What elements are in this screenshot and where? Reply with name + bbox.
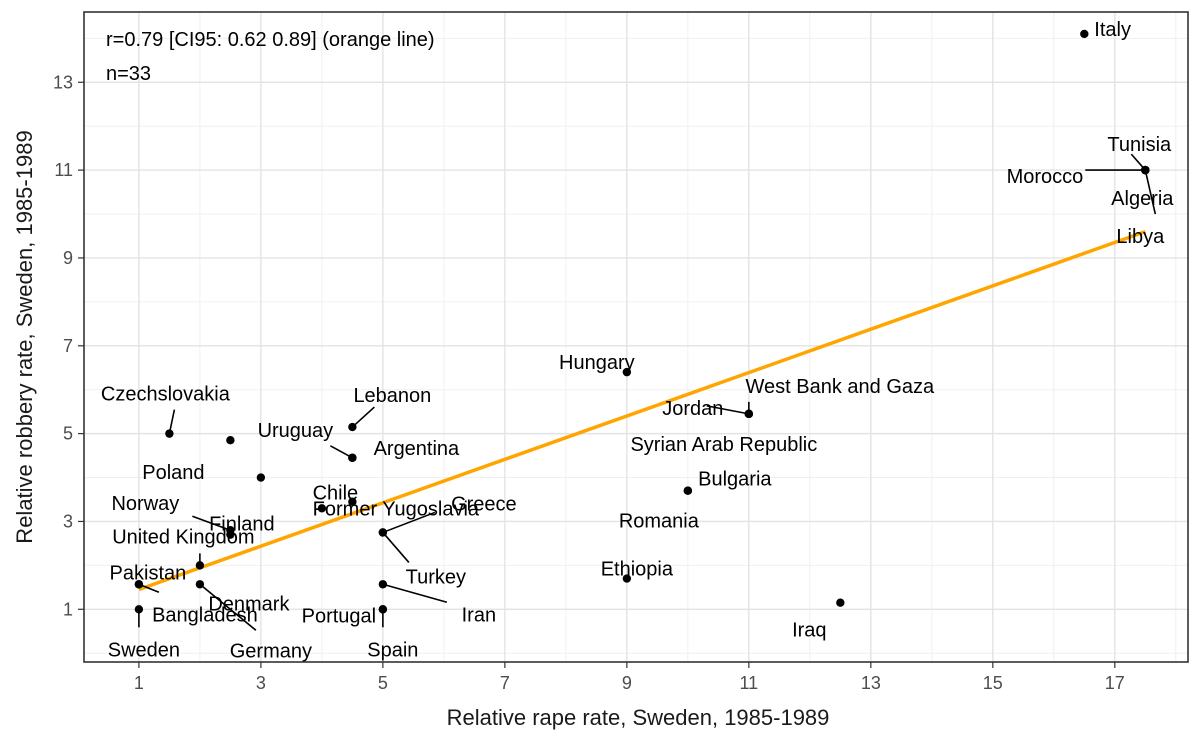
leader-line-iran [382,583,448,604]
point-label-portugal: Portugal [302,605,377,627]
point-label-uruguay: Uruguay [258,420,334,442]
point-label-argentina: Argentina [374,438,460,460]
point-label-poland: Poland [142,462,204,484]
point-former-yugoslavia [317,504,327,513]
leader-line-libya [1144,169,1157,215]
point-ethiopia [622,574,632,583]
annotation-2: n=33 [106,63,151,85]
point-label-denmark: Denmark [208,593,290,615]
x-axis-title: Relative rape rate, Sweden, 1985-1989 [447,705,830,730]
point-label-sweden: Sweden [108,639,180,661]
point-label-turkey: Turkey [406,566,466,588]
x-tick-label: 17 [1105,673,1125,693]
point-label-pakistan: Pakistan [110,562,187,584]
point-united-kingdom [226,530,235,539]
y-tick-label: 3 [63,511,73,531]
point-label-west-bank-and-gaza: West Bank and Gaza [746,376,936,398]
leader-line-greece [382,511,436,534]
point-label-united-kingdom: United Kingdom [112,527,254,549]
point-label-italy: Italy [1094,19,1131,41]
point-label-lebanon: Lebanon [353,385,431,407]
point-poland [226,436,235,445]
point-romania [683,486,693,495]
annotation-1: r=0.79 [CI95: 0.62 0.89] (orange line) [106,29,435,51]
y-tick-label: 11 [54,160,73,180]
point-label-bulgaria: Bulgaria [698,469,772,491]
point-denmark [195,561,205,570]
y-tick-label: 13 [53,72,73,92]
leader-line-lebanon [351,406,375,428]
point-label-czechslovakia: Czechslovakia [101,384,231,406]
regression-line [138,229,1146,592]
point-finland [256,473,266,482]
x-tick-label: 1 [134,673,144,693]
point-label-spain: Spain [367,639,418,661]
point-label-algeria: Algeria [1111,188,1174,210]
point-syrian-arab-republic [744,409,754,419]
point-label-bangladesh: Bangladesh [152,604,258,626]
point-argentina [348,453,357,462]
point-hungary [622,367,632,377]
leader-line-turkey [382,531,410,563]
point-label-tunisia: Tunisia [1107,134,1172,156]
point-label-chile: Chile [313,483,359,505]
point-libya [1141,165,1150,175]
point-bangladesh [134,580,144,589]
point-label-iran: Iran [462,604,496,626]
point-sweden [134,605,144,614]
point-label-romania: Romania [619,511,700,533]
point-label-libya: Libya [1116,226,1165,248]
point-iran [378,580,388,589]
panel-border [83,11,1189,663]
point-label-syrian-arab-republic: Syrian Arab Republic [630,434,817,456]
x-tick-label: 3 [256,673,266,693]
x-tick-label: 15 [983,673,1003,693]
point-germany [195,580,205,589]
point-label-ethiopia: Ethiopia [601,559,674,581]
point-label-germany: Germany [230,640,312,662]
x-tick-label: 9 [622,673,632,693]
point-spain [378,605,388,614]
point-label-norway: Norway [111,493,179,515]
x-tick-label: 11 [739,673,758,693]
point-iraq [836,598,845,607]
leader-line-norway [192,515,231,531]
x-tick-label: 13 [861,673,881,693]
y-tick-label: 9 [63,248,73,268]
y-tick-label: 7 [63,336,73,356]
x-tick-label: 7 [500,673,510,693]
point-czechslovakia [165,429,174,438]
point-label-jordan: Jordan [662,398,723,420]
point-label-morocco: Morocco [1007,166,1084,188]
point-label-hungary: Hungary [559,352,635,374]
point-italy [1080,29,1089,39]
leader-line-germany [199,583,257,631]
x-tick-label: 5 [378,673,388,693]
point-lebanon [348,422,357,432]
point-label-iraq: Iraq [792,620,826,642]
y-axis-title: Relative robbery rate, Sweden, 1985-1989 [12,130,37,543]
y-tick-label: 5 [63,424,73,444]
point-label-greece: Greece [451,493,517,515]
point-label-former-yugoslavia: Former Yugoslavia [313,498,480,520]
point-turkey [378,528,388,537]
y-tick-label: 1 [63,599,73,619]
plot-panel [84,12,1188,662]
leader-line-jordan [706,405,749,415]
point-label-finland: Finland [209,514,275,536]
point-chile [348,497,357,506]
